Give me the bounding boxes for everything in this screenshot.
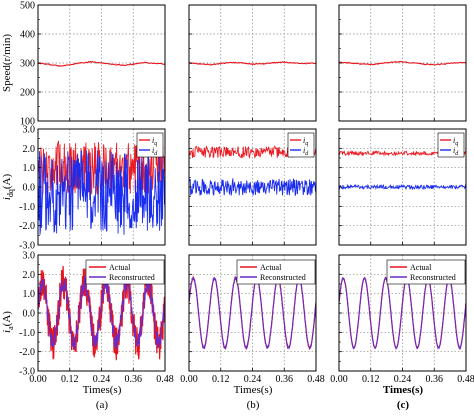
legend-box xyxy=(386,259,466,285)
y-tick-label: -2.0 xyxy=(19,347,35,358)
y-tick-label: 2.0 xyxy=(23,144,36,155)
x-tick-label: 0.24 xyxy=(244,374,262,385)
y-tick-label: 3.0 xyxy=(23,251,36,262)
legend-label-actual: Actual xyxy=(260,263,282,272)
y-tick-label: 400 xyxy=(20,30,35,41)
x-tick-label: 0.00 xyxy=(330,374,348,385)
legend-box xyxy=(236,259,316,285)
x-tick-label: 0.24 xyxy=(394,374,412,385)
y-tick-label: 200 xyxy=(20,88,35,99)
panel-label-c: (c) xyxy=(397,399,410,411)
series-group xyxy=(38,140,165,235)
legend-label-actual: Actual xyxy=(109,263,131,272)
x-tick-label: 0.48 xyxy=(457,374,474,385)
id-series-line xyxy=(339,183,466,191)
x-tick-label: 0.48 xyxy=(156,374,174,385)
speed-y-axis-label: Speed(r/min) xyxy=(1,34,13,92)
plot-speed-c xyxy=(338,4,467,122)
speed-series-line xyxy=(38,60,165,67)
x-tick-label: 0.00 xyxy=(180,374,198,385)
legend-box xyxy=(85,259,165,285)
x-axis-label-b: Times(s) xyxy=(234,384,273,396)
legend-label-iq: iq xyxy=(152,136,157,147)
y-tick-label: 3.0 xyxy=(23,125,36,136)
plot-speed-b xyxy=(188,4,317,122)
y-tick-label: -2.0 xyxy=(19,221,35,232)
speed-series-line xyxy=(189,61,316,66)
legend-box xyxy=(136,132,164,158)
series-group xyxy=(38,60,165,67)
y-tick-label: 500 xyxy=(20,1,35,12)
phase-y-axis-label: ia(A) xyxy=(1,311,15,333)
series-group xyxy=(339,275,466,351)
series-group xyxy=(189,275,316,351)
legend-label-reconstructed: Reconstructed xyxy=(410,273,456,282)
legend-label-reconstructed: Reconstructed xyxy=(260,273,306,282)
y-tick-label: -3.0 xyxy=(19,367,35,378)
legend-label-actual: Actual xyxy=(410,263,432,272)
legend-box xyxy=(437,132,465,158)
y-tick-label: 100 xyxy=(20,117,35,128)
legend-box xyxy=(287,132,315,158)
panel-label-b: (b) xyxy=(247,399,260,411)
y-tick-label: 300 xyxy=(20,59,35,70)
plot-speed-a: 500 400 300 200 100 xyxy=(20,1,166,128)
panel-label-a: (a) xyxy=(96,399,109,411)
y-tick-label: -1.0 xyxy=(19,328,35,339)
x-tick-label: 0.24 xyxy=(93,374,111,385)
x-tick-label: 0.12 xyxy=(212,374,230,385)
legend-label-id: id xyxy=(152,146,158,157)
reconstructed-series-line xyxy=(38,275,165,350)
legend-label-iq: iq xyxy=(303,136,308,147)
x-tick-label: 0.12 xyxy=(61,374,79,385)
y-tick-label: 0.0 xyxy=(23,309,36,320)
x-tick-label: 0.48 xyxy=(307,374,325,385)
x-axis-label-c: Times(s) xyxy=(383,384,423,396)
legend-label-id: id xyxy=(303,146,309,157)
y-tick-label: 1.0 xyxy=(23,163,36,174)
series-group xyxy=(339,61,466,66)
legend-label-id: id xyxy=(453,146,459,157)
x-tick-label: 0.36 xyxy=(125,374,143,385)
plot-ia-a: 3.0 2.0 1.0 0.0 -1.0 -2.0 -3.00.00 0.12 0.24 0.36… xyxy=(19,251,174,386)
speed-series-line xyxy=(339,61,466,66)
x-tick-label: 0.36 xyxy=(276,374,294,385)
y-tick-label: 2.0 xyxy=(23,270,36,281)
series-group xyxy=(38,265,165,361)
x-tick-label: 0.12 xyxy=(362,374,380,385)
x-tick-label: 0.00 xyxy=(29,374,47,385)
legend-label-reconstructed: Reconstructed xyxy=(109,273,155,282)
y-tick-label: 0.0 xyxy=(23,183,36,194)
y-tick-label: 1.0 xyxy=(23,289,36,300)
id-series-line xyxy=(38,150,165,235)
reconstructed-series-line xyxy=(189,275,316,351)
id-series-line xyxy=(189,178,316,196)
series-group xyxy=(189,61,316,66)
x-axis-label-a: Times(s) xyxy=(83,384,122,396)
y-tick-label: -3.0 xyxy=(19,241,35,252)
x-tick-label: 0.36 xyxy=(426,374,444,385)
current-y-axis-label: idq(A) xyxy=(1,174,15,201)
y-tick-label: -1.0 xyxy=(19,202,35,213)
legend-label-iq: iq xyxy=(453,136,458,147)
reconstructed-series-line xyxy=(339,276,466,351)
